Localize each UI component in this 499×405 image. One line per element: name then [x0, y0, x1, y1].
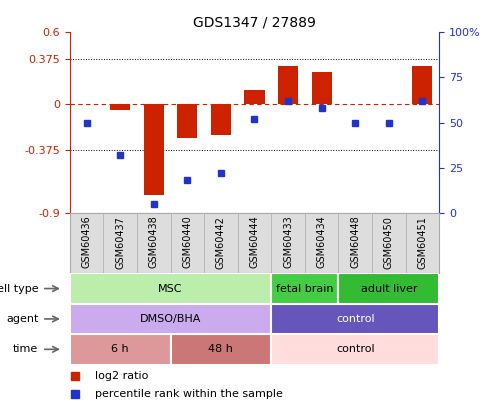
- Bar: [271, 273, 338, 304]
- Bar: [271, 304, 439, 334]
- Bar: [70, 334, 171, 364]
- Text: fetal brain: fetal brain: [276, 284, 334, 294]
- Text: GSM60451: GSM60451: [417, 215, 427, 269]
- Text: GSM60448: GSM60448: [350, 215, 360, 269]
- Text: control: control: [336, 344, 375, 354]
- Text: MSC: MSC: [158, 284, 183, 294]
- Text: GSM60438: GSM60438: [149, 215, 159, 269]
- Text: DMSO/BHA: DMSO/BHA: [140, 314, 201, 324]
- Text: GSM60442: GSM60442: [216, 215, 226, 269]
- Text: cell type: cell type: [0, 284, 38, 294]
- Bar: [70, 273, 271, 304]
- Bar: [245, 90, 264, 104]
- Bar: [412, 66, 433, 104]
- Text: 6 h: 6 h: [111, 344, 129, 354]
- Text: agent: agent: [6, 314, 38, 324]
- Text: GSM60440: GSM60440: [182, 215, 192, 269]
- Bar: [177, 104, 198, 138]
- Bar: [338, 273, 439, 304]
- Text: GSM60437: GSM60437: [115, 215, 125, 269]
- Bar: [278, 66, 298, 104]
- Bar: [144, 104, 164, 195]
- Text: GSM60436: GSM60436: [82, 215, 92, 269]
- Text: adult liver: adult liver: [360, 284, 417, 294]
- Text: GSM60433: GSM60433: [283, 215, 293, 269]
- Text: control: control: [336, 314, 375, 324]
- Bar: [311, 72, 332, 104]
- Bar: [211, 104, 231, 134]
- Text: GSM60444: GSM60444: [250, 215, 259, 269]
- Text: time: time: [13, 344, 38, 354]
- Text: GSM60434: GSM60434: [317, 215, 327, 269]
- Bar: [171, 334, 271, 364]
- Text: 48 h: 48 h: [209, 344, 234, 354]
- Bar: [70, 304, 271, 334]
- Text: log2 ratio: log2 ratio: [95, 371, 148, 381]
- Text: percentile rank within the sample: percentile rank within the sample: [95, 389, 283, 399]
- Title: GDS1347 / 27889: GDS1347 / 27889: [193, 16, 316, 30]
- Bar: [110, 104, 130, 111]
- Bar: [271, 334, 439, 364]
- Text: GSM60450: GSM60450: [384, 215, 394, 269]
